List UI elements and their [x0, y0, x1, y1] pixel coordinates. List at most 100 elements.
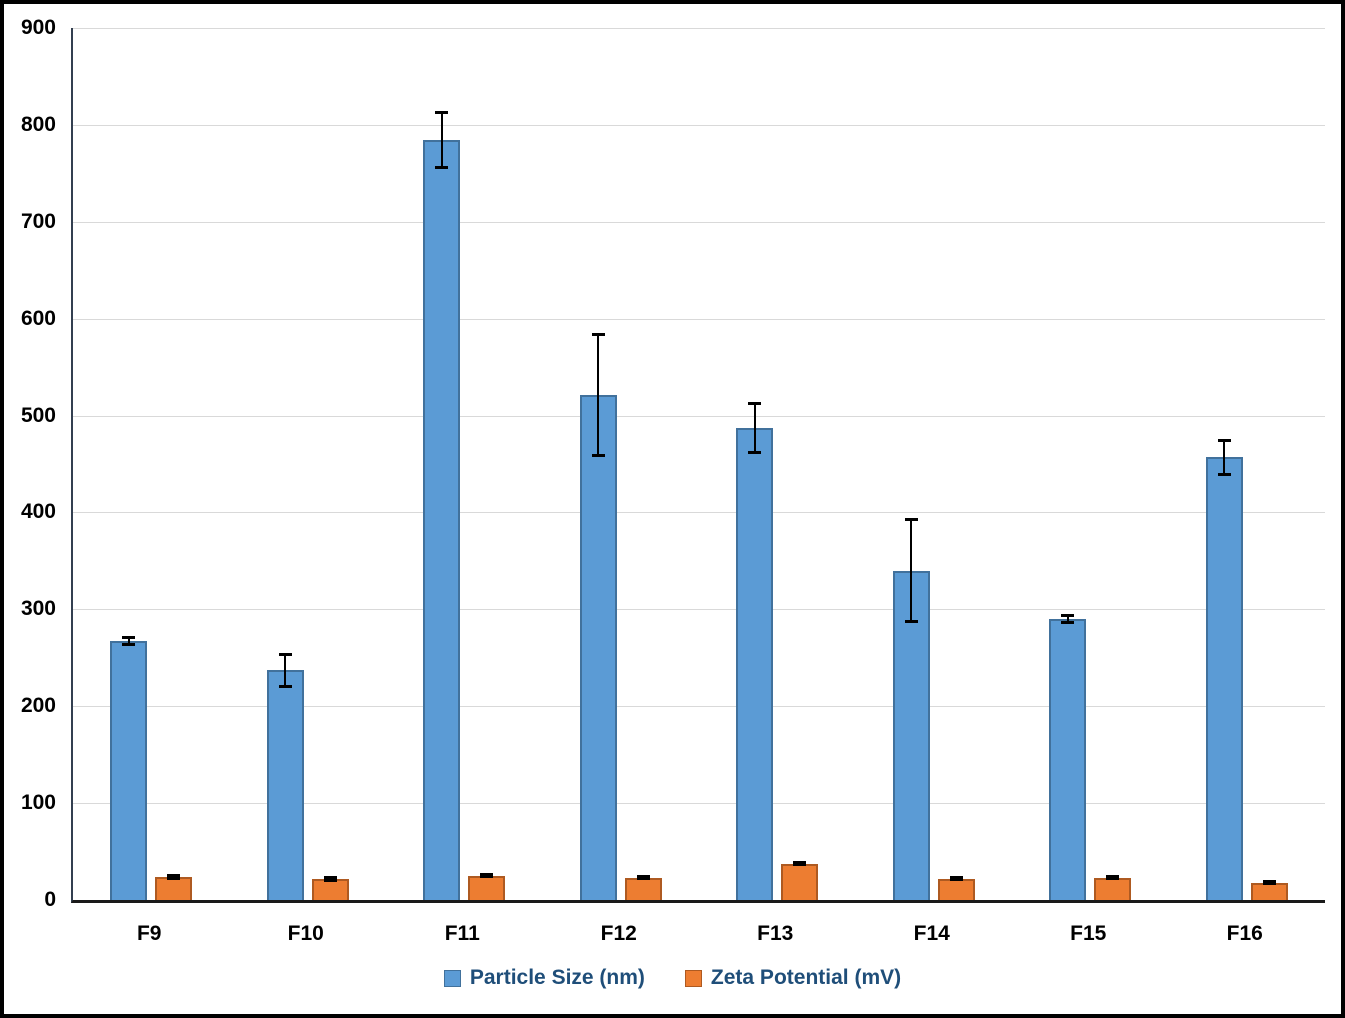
error-bar-cap-top — [323, 875, 337, 879]
bar-particle-size — [736, 428, 774, 900]
error-bar — [949, 875, 963, 881]
error-bar-cap-bottom — [278, 684, 292, 688]
error-bar — [480, 872, 494, 878]
gridline — [73, 28, 1325, 29]
x-tick-label: F9 — [136, 922, 162, 945]
category-group — [699, 28, 856, 900]
error-bar — [904, 518, 918, 623]
error-bar-line — [1066, 614, 1069, 624]
error-bar-cap-top — [636, 874, 650, 878]
error-bar-cap-top — [748, 402, 762, 405]
gridline — [73, 318, 1325, 320]
legend-swatch-zeta-potential — [684, 969, 702, 987]
error-bar — [323, 875, 337, 882]
error-bar-line — [753, 402, 756, 455]
error-bar-cap-bottom — [1217, 472, 1231, 476]
bar-particle-size — [423, 140, 461, 900]
error-bar-cap-top — [1061, 614, 1075, 618]
error-bar — [1217, 438, 1231, 476]
error-bar-cap-bottom — [122, 643, 136, 647]
error-bar-cap-bottom — [793, 863, 807, 867]
x-tick-label: F12 — [600, 922, 637, 945]
legend: Particle Size (nm) Zeta Potential (mV) — [4, 966, 1341, 990]
error-bar-cap-bottom — [748, 451, 762, 455]
category-group — [856, 28, 1013, 900]
error-bar — [435, 111, 449, 170]
bar-zeta-potential — [468, 875, 506, 900]
error-bar-cap-bottom — [480, 874, 494, 878]
error-bar-cap-top — [122, 636, 136, 640]
y-tick-label: 600 — [20, 306, 56, 330]
error-bar-cap-top — [435, 111, 449, 115]
y-tick-label: 100 — [20, 791, 56, 815]
error-bar-cap-top — [167, 873, 181, 877]
gridline — [73, 124, 1325, 126]
gridline — [73, 803, 1325, 805]
error-bar — [122, 636, 136, 647]
gridline — [73, 609, 1325, 611]
legend-label-zeta-potential: Zeta Potential (mV) — [710, 966, 902, 989]
error-bar-cap-bottom — [949, 877, 963, 881]
error-bar-line — [284, 652, 287, 688]
error-bar-cap-top — [278, 652, 292, 656]
error-bar-cap-bottom — [167, 876, 181, 880]
error-bar-cap-top — [1217, 438, 1231, 442]
x-tick-label: F16 — [1226, 922, 1263, 945]
x-tick-label: F11 — [444, 922, 480, 945]
category-group — [73, 28, 230, 900]
error-bar-cap-top — [904, 518, 918, 522]
error-bar-line — [910, 518, 913, 623]
category-group — [386, 28, 543, 900]
legend-label-particle-size: Particle Size (nm) — [469, 966, 645, 989]
error-bar-cap-bottom — [435, 166, 449, 170]
error-bar-cap-top — [793, 861, 807, 865]
x-tick-label: F10 — [287, 922, 324, 945]
error-bar — [636, 874, 650, 880]
y-tick-label: 700 — [20, 209, 56, 233]
error-bar-line — [597, 333, 600, 458]
bar-particle-size — [1049, 619, 1087, 900]
error-bar-cap-bottom — [1061, 620, 1075, 624]
error-bar — [167, 873, 181, 880]
error-bar — [591, 333, 605, 458]
y-tick-label: 400 — [20, 500, 56, 524]
bar-zeta-potential — [311, 878, 349, 900]
error-bar-line — [440, 111, 443, 170]
category-group — [1012, 28, 1169, 900]
bar-particle-size — [1205, 457, 1243, 900]
gridline — [73, 415, 1325, 417]
error-bar-cap-bottom — [904, 619, 918, 623]
legend-item-particle-size: Particle Size (nm) — [443, 966, 645, 990]
x-tick-label: F14 — [913, 922, 950, 945]
category-group — [1169, 28, 1326, 900]
error-bar-cap-top — [480, 872, 494, 876]
error-bar-cap-bottom — [323, 878, 337, 882]
error-bar — [748, 402, 762, 455]
error-bar-cap-top — [949, 875, 963, 879]
bar-particle-size — [579, 395, 617, 900]
y-tick-label: 900 — [20, 16, 56, 39]
x-tick-label: F15 — [1070, 922, 1107, 945]
error-bar-line — [1223, 438, 1226, 476]
error-bar — [1106, 874, 1120, 880]
y-tick-label: 800 — [20, 112, 56, 136]
error-bar-cap-top — [1106, 874, 1120, 878]
error-bar-cap-bottom — [636, 876, 650, 880]
error-bar — [1262, 879, 1276, 886]
error-bar-cap-top — [591, 333, 605, 337]
bar-particle-size — [892, 570, 930, 900]
error-bar — [1061, 614, 1075, 624]
bar-zeta-potential — [624, 877, 662, 900]
error-bar — [793, 861, 807, 867]
bar-zeta-potential — [781, 864, 819, 900]
plot-area — [71, 28, 1325, 903]
y-tick-label: 500 — [20, 403, 56, 427]
bar-zeta-potential — [937, 878, 975, 900]
gridline — [73, 706, 1325, 708]
error-bar-line — [127, 636, 130, 647]
gridline — [73, 221, 1325, 223]
category-group — [543, 28, 700, 900]
error-bar-cap-bottom — [1106, 876, 1120, 880]
bar-zeta-potential — [1094, 877, 1132, 900]
